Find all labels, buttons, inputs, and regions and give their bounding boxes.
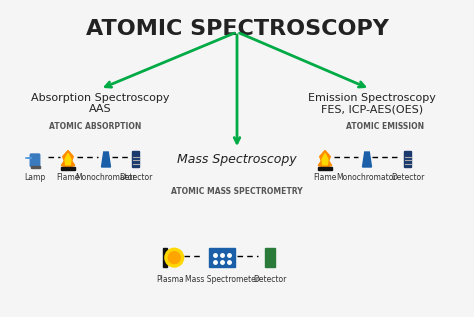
Polygon shape	[363, 152, 372, 167]
Text: Mass Spectroscopy: Mass Spectroscopy	[177, 153, 297, 166]
Polygon shape	[322, 153, 328, 165]
FancyBboxPatch shape	[404, 152, 411, 167]
Text: Lamp: Lamp	[24, 173, 46, 182]
Text: Mass Spectrometer: Mass Spectrometer	[185, 275, 259, 284]
Text: ATOMIC MASS SPECTROMETRY: ATOMIC MASS SPECTROMETRY	[171, 187, 303, 196]
Polygon shape	[61, 151, 75, 167]
Ellipse shape	[168, 252, 180, 264]
Text: Flame: Flame	[56, 173, 80, 182]
Text: Monochromator: Monochromator	[337, 173, 397, 182]
Text: Flame: Flame	[313, 173, 337, 182]
Ellipse shape	[165, 248, 183, 267]
Text: Plasma: Plasma	[156, 275, 184, 284]
Text: Monochromator: Monochromator	[76, 173, 137, 182]
Text: ATOMIC ABSORPTION: ATOMIC ABSORPTION	[49, 122, 141, 131]
FancyBboxPatch shape	[30, 165, 39, 168]
Polygon shape	[65, 153, 71, 165]
Text: AAS: AAS	[89, 104, 111, 114]
FancyBboxPatch shape	[163, 248, 167, 267]
FancyBboxPatch shape	[133, 152, 139, 167]
Polygon shape	[318, 151, 332, 167]
Text: ATOMIC SPECTROSCOPY: ATOMIC SPECTROSCOPY	[86, 19, 388, 39]
Text: FES, ICP-AES(OES): FES, ICP-AES(OES)	[321, 104, 423, 114]
FancyBboxPatch shape	[265, 248, 275, 267]
Text: Detector: Detector	[119, 173, 153, 182]
FancyBboxPatch shape	[209, 248, 235, 267]
Text: Emission Spectroscopy: Emission Spectroscopy	[308, 93, 436, 103]
Text: Detector: Detector	[253, 275, 287, 284]
Polygon shape	[101, 152, 110, 167]
Text: ATOMIC EMISSION: ATOMIC EMISSION	[346, 122, 424, 131]
Text: Detector: Detector	[392, 173, 425, 182]
FancyBboxPatch shape	[61, 167, 75, 170]
FancyBboxPatch shape	[318, 167, 332, 170]
Text: Absorption Spectroscopy: Absorption Spectroscopy	[31, 93, 169, 103]
FancyBboxPatch shape	[30, 154, 40, 166]
